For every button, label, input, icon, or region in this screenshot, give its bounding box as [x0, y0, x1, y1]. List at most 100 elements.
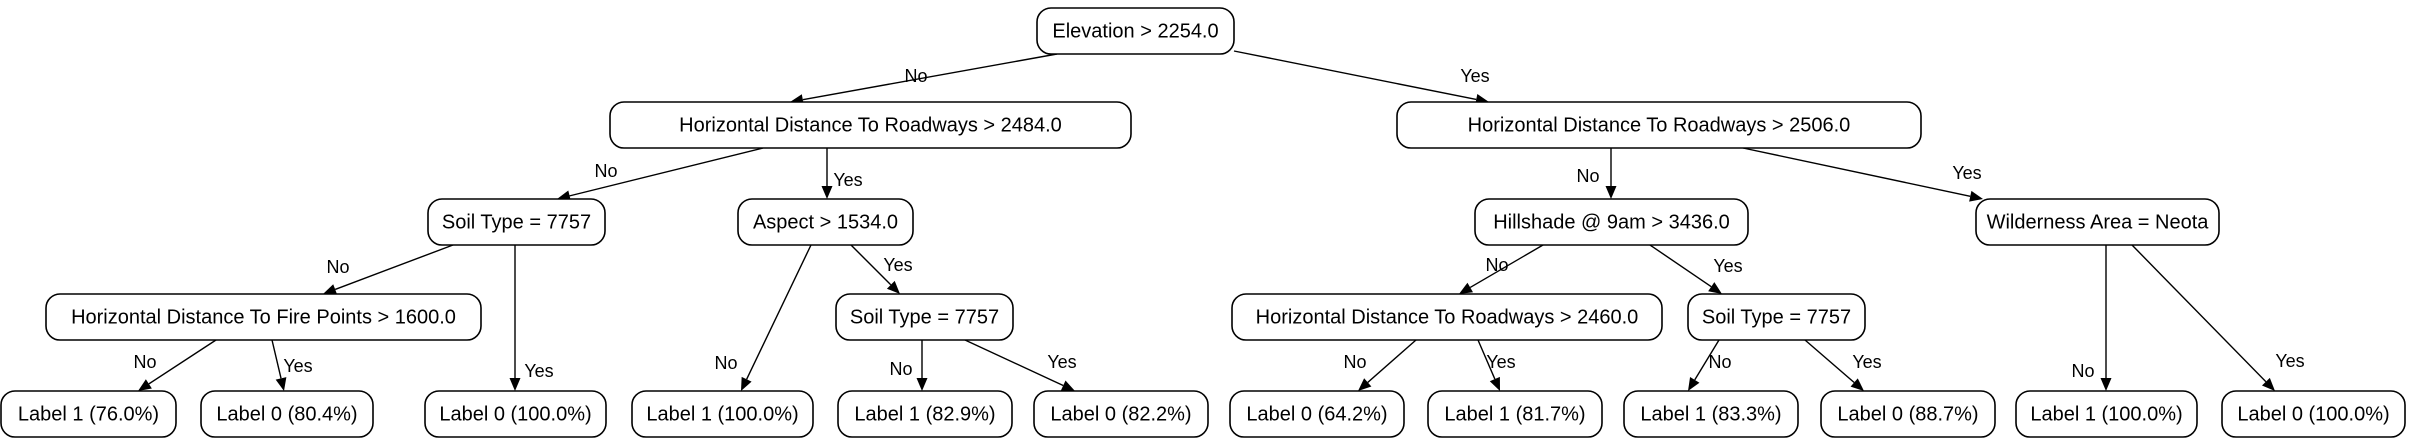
decision-node-n9: Horizontal Distance To Roadways > 2460.0	[1231, 293, 1663, 341]
arrowhead-icon	[1688, 377, 1700, 391]
edge-line	[569, 147, 764, 197]
edge-line	[802, 53, 1058, 101]
edge-n1-n4: Yes	[821, 148, 863, 199]
leaf-node-l10: Label 0 (88.7%)	[1820, 390, 1996, 438]
edge-n10-l9: No	[1688, 339, 1732, 391]
edge-label-no: No	[889, 359, 912, 379]
node-label: Label 0 (64.2%)	[1246, 403, 1387, 425]
edge-line	[1649, 244, 1712, 288]
node-label: Elevation > 2254.0	[1052, 20, 1218, 42]
edge-line	[964, 339, 1064, 387]
node-box	[835, 293, 1014, 341]
arrowhead-icon	[1969, 190, 1983, 202]
arrowhead-icon	[1358, 378, 1372, 391]
node-box	[1231, 293, 1663, 341]
edge-line	[1742, 147, 1971, 197]
arrowhead-icon	[323, 284, 338, 295]
edge-n5-n9: No	[1459, 244, 1544, 294]
node-box	[200, 390, 374, 438]
node-label: Soil Type = 7757	[1702, 306, 1851, 328]
node-box	[1033, 390, 1209, 438]
edge-label-yes: Yes	[1460, 66, 1489, 86]
edge-n9-l7: No	[1343, 339, 1417, 391]
node-box	[837, 390, 1013, 438]
edge-line	[850, 244, 892, 286]
decision-node-n7: Horizontal Distance To Fire Points > 160…	[45, 293, 482, 341]
node-label: Soil Type = 7757	[442, 211, 591, 233]
node-label: Label 1 (83.3%)	[1640, 403, 1781, 425]
decision-node-n10: Soil Type = 7757	[1687, 293, 1866, 341]
edge-line	[745, 244, 812, 380]
edge-label-yes: Yes	[1713, 256, 1742, 276]
node-label: Label 0 (100.0%)	[439, 403, 591, 425]
node-label: Wilderness Area = Neota	[1987, 211, 2210, 233]
edge-line	[1233, 50, 1477, 101]
edge-n4-n8: Yes	[850, 244, 913, 294]
leaf-node-l11: Label 1 (100.0%)	[2015, 390, 2198, 438]
edge-n2-n5: No	[1576, 148, 1617, 199]
leaf-node-l5: Label 1 (82.9%)	[837, 390, 1013, 438]
edge-label-yes: Yes	[1952, 163, 1981, 183]
edge-label-yes: Yes	[883, 255, 912, 275]
node-box	[0, 390, 177, 438]
edge-line	[1694, 339, 1720, 381]
edge-n7-l2: Yes	[271, 339, 313, 391]
node-box	[631, 390, 814, 438]
node-box	[737, 198, 914, 246]
edge-label-no: No	[714, 353, 737, 373]
edge-n8-l5: No	[889, 340, 928, 391]
arrowhead-icon	[916, 378, 928, 391]
leaf-node-l6: Label 0 (82.2%)	[1033, 390, 1209, 438]
node-box	[1474, 198, 1749, 246]
node-label: Horizontal Distance To Roadways > 2484.0	[679, 114, 1062, 136]
node-box	[1427, 390, 1603, 438]
edge-label-no: No	[1485, 255, 1508, 275]
decision-node-n8: Soil Type = 7757	[835, 293, 1014, 341]
node-box	[2015, 390, 2198, 438]
leaf-node-l4: Label 1 (100.0%)	[631, 390, 814, 438]
edge-label-yes: Yes	[1047, 352, 1076, 372]
edge-label-yes: Yes	[833, 170, 862, 190]
node-label: Aspect > 1534.0	[753, 211, 898, 233]
node-label: Label 0 (82.2%)	[1050, 403, 1191, 425]
arrowhead-icon	[1060, 380, 1075, 391]
decision-node-n1: Horizontal Distance To Roadways > 2484.0	[609, 101, 1132, 149]
node-label: Label 1 (76.0%)	[18, 403, 159, 425]
edge-label-yes: Yes	[283, 356, 312, 376]
leaf-node-l7: Label 0 (64.2%)	[1229, 390, 1405, 438]
edge-n8-l6: Yes	[964, 339, 1077, 391]
node-box	[2221, 390, 2406, 438]
edge-label-no: No	[594, 161, 617, 181]
edge-line	[148, 339, 217, 385]
decision-node-n2: Horizontal Distance To Roadways > 2506.0	[1396, 101, 1922, 149]
node-label: Label 1 (81.7%)	[1444, 403, 1585, 425]
arrowhead-icon	[2100, 378, 2112, 391]
node-box	[1623, 390, 1799, 438]
node-box	[45, 293, 482, 341]
node-label: Label 0 (88.7%)	[1837, 403, 1978, 425]
node-label: Horizontal Distance To Roadways > 2506.0	[1468, 114, 1851, 136]
edge-line	[1477, 339, 1496, 380]
decision-node-n5: Hillshade @ 9am > 3436.0	[1474, 198, 1749, 246]
arrowhead-icon	[1850, 378, 1864, 391]
edge-label-no: No	[133, 352, 156, 372]
arrowhead-icon	[821, 186, 833, 199]
edge-label-no: No	[1343, 352, 1366, 372]
leaf-node-l8: Label 1 (81.7%)	[1427, 390, 1603, 438]
leaf-node-l2: Label 0 (80.4%)	[200, 390, 374, 438]
node-label: Label 0 (100.0%)	[2237, 403, 2389, 425]
edge-n6-l11: No	[2071, 245, 2112, 391]
leaf-node-l9: Label 1 (83.3%)	[1623, 390, 1799, 438]
edge-n3-n7: No	[323, 244, 454, 295]
node-box	[1687, 293, 1866, 341]
node-box	[427, 198, 606, 246]
node-label: Label 0 (80.4%)	[216, 403, 357, 425]
edge-label-no: No	[1708, 352, 1731, 372]
edge-label-yes: Yes	[2275, 351, 2304, 371]
edge-n6-l12: Yes	[2131, 244, 2305, 391]
decision-node-n6: Wilderness Area = Neota	[1975, 198, 2220, 246]
node-label: Label 1 (100.0%)	[646, 403, 798, 425]
arrowhead-icon	[1605, 186, 1617, 199]
node-label: Soil Type = 7757	[850, 306, 999, 328]
edge-n0-n2: Yes	[1233, 50, 1490, 105]
